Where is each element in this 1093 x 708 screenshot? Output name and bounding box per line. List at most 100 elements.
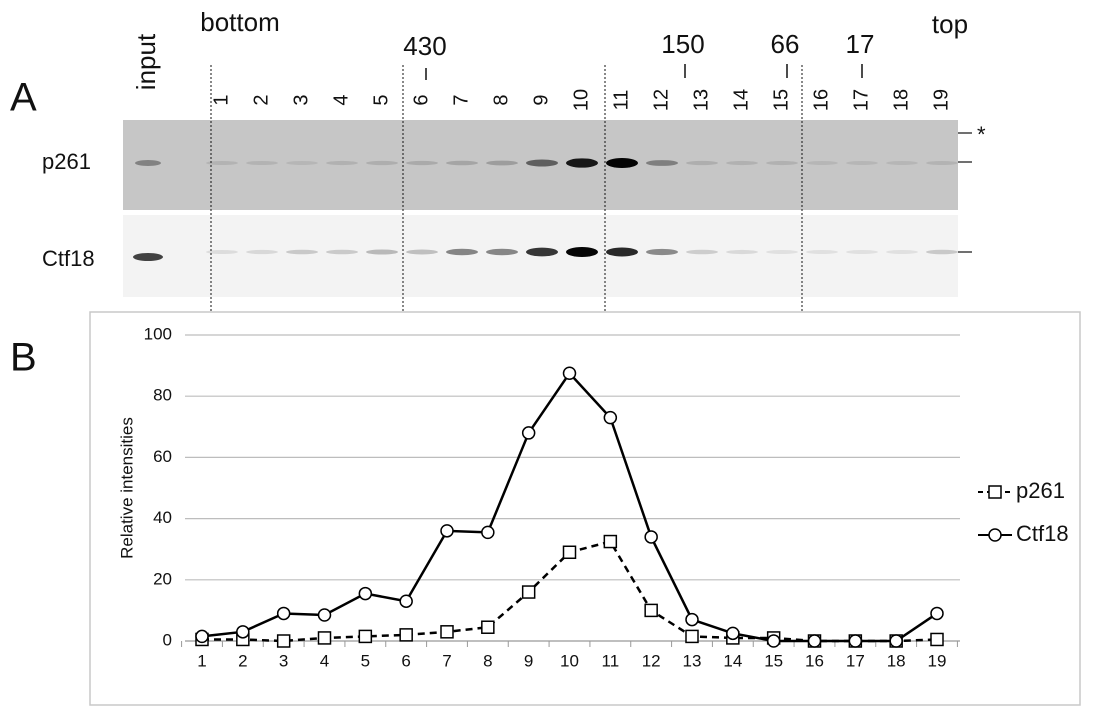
y-tick-label: 100 (144, 324, 172, 343)
point (931, 607, 943, 619)
x-tick-label: 2 (238, 651, 247, 670)
band (446, 161, 478, 166)
point (400, 629, 412, 641)
lane-label: 10 (570, 89, 592, 111)
band (526, 160, 558, 167)
legend-marker (989, 486, 1001, 498)
band (326, 161, 358, 165)
point (768, 635, 780, 647)
input-band (135, 160, 161, 166)
band (406, 161, 438, 165)
figure: A B input bottom top 430 150 66 17 p261 … (0, 0, 1093, 708)
row-label: p261 (42, 149, 91, 174)
point (686, 630, 698, 642)
x-tick-label: 3 (279, 651, 288, 670)
point (278, 607, 290, 619)
size-marker: 430 (403, 31, 446, 61)
band (726, 250, 758, 254)
size-marker: 150 (661, 29, 704, 59)
y-tick-label: 0 (163, 630, 172, 649)
band (846, 250, 878, 254)
panel-label: A (10, 76, 37, 120)
band (246, 161, 278, 165)
input-band (133, 253, 163, 261)
lane-label: 6 (410, 94, 432, 105)
lane-label: 3 (290, 94, 312, 105)
top-label: top (932, 9, 968, 39)
band (646, 249, 678, 255)
lane-label: 13 (690, 89, 712, 111)
lane-label: 7 (450, 94, 472, 105)
y-tick-label: 20 (153, 569, 172, 588)
point (686, 614, 698, 626)
point (359, 630, 371, 642)
point (482, 526, 494, 538)
x-tick-label: 6 (401, 651, 410, 670)
x-tick-label: 9 (524, 651, 533, 670)
row-label: Ctf18 (42, 246, 95, 271)
band (566, 247, 598, 257)
x-tick-label: 10 (560, 651, 579, 670)
band (406, 250, 438, 255)
band (646, 160, 678, 166)
y-tick-label: 60 (153, 447, 172, 466)
lane-label: 11 (610, 90, 632, 111)
point (237, 626, 249, 638)
x-tick-label: 8 (483, 651, 492, 670)
lane-label: 19 (930, 89, 952, 111)
lane-label: 17 (850, 89, 872, 111)
band (526, 248, 558, 257)
band (246, 250, 278, 254)
x-tick-label: 4 (320, 651, 329, 670)
band (486, 161, 518, 166)
lane-label: 5 (370, 94, 392, 105)
x-tick-label: 14 (723, 651, 742, 670)
panel-label: B (10, 336, 37, 380)
series-line (202, 373, 937, 641)
lane-label: 16 (810, 89, 832, 111)
lane-label: 14 (730, 89, 752, 111)
point (196, 630, 208, 642)
x-tick-label: 7 (442, 651, 451, 670)
x-tick-label: 17 (846, 651, 865, 670)
point (441, 525, 453, 537)
point (400, 595, 412, 607)
band (806, 161, 838, 165)
band (566, 158, 598, 167)
legend-label: Ctf18 (1016, 521, 1069, 546)
bottom-label: bottom (200, 7, 280, 37)
band (286, 250, 318, 255)
point (809, 635, 821, 647)
band (686, 250, 718, 254)
y-tick-label: 80 (153, 386, 172, 405)
point (319, 632, 331, 644)
point (278, 635, 290, 647)
band (686, 161, 718, 165)
band (766, 250, 798, 254)
x-tick-label: 12 (642, 651, 661, 670)
point (441, 626, 453, 638)
band (206, 161, 238, 165)
size-marker: 66 (771, 29, 800, 59)
band (926, 250, 958, 255)
x-tick-label: 16 (805, 651, 824, 670)
x-tick-label: 13 (683, 651, 702, 670)
point (931, 633, 943, 645)
x-tick-label: 5 (361, 651, 370, 670)
point (890, 635, 902, 647)
lane-label: 9 (530, 94, 552, 105)
band (486, 249, 518, 255)
point (849, 635, 861, 647)
input-label: input (131, 33, 161, 90)
band (446, 249, 478, 255)
band (886, 250, 918, 254)
band-markers (958, 133, 972, 252)
band (726, 161, 758, 165)
lane-label: 12 (650, 89, 672, 111)
band (606, 158, 638, 168)
point (523, 427, 535, 439)
band (926, 161, 958, 165)
band (326, 250, 358, 255)
point (604, 412, 616, 424)
lane-label: 18 (890, 89, 912, 111)
